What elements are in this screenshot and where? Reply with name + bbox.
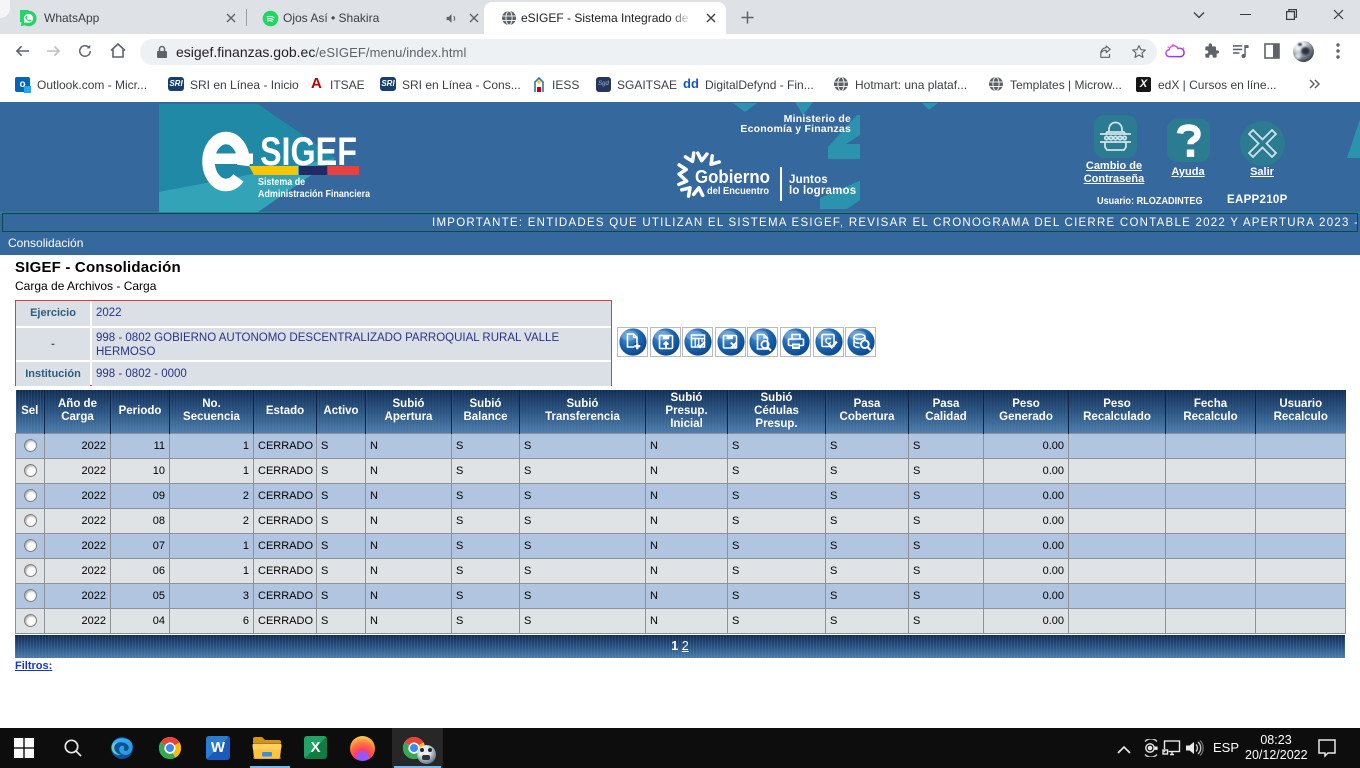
svg-text:del Encuentro: del Encuentro: [707, 185, 769, 197]
svg-text:Gobierno: Gobierno: [695, 166, 770, 187]
svg-text:C: C: [825, 336, 832, 347]
